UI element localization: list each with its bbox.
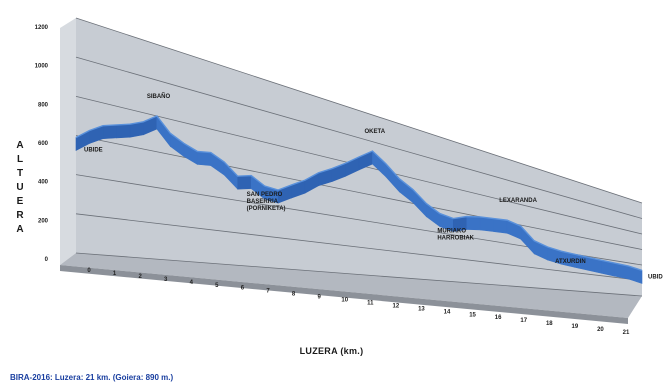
caption: BIRA-2016: Luzera: 21 km. (Goiera: 890 m… xyxy=(10,373,174,382)
x-tick-label: 0 xyxy=(87,268,91,274)
x-tick-label: 3 xyxy=(164,277,168,283)
x-tick-label: 12 xyxy=(393,303,400,309)
x-tick-label: 16 xyxy=(495,315,502,321)
x-tick-label: 9 xyxy=(317,295,321,301)
annotation-label: SAN PEDRO BASERRIA (PORNIKETA) xyxy=(247,192,286,212)
x-tick-label: 19 xyxy=(572,324,579,330)
annotation-label: UBIDE xyxy=(648,274,663,280)
x-tick-label: 5 xyxy=(215,283,219,289)
x-tick-label: 18 xyxy=(546,321,553,327)
y-tick-label: 1200 xyxy=(35,25,49,31)
annotation-label: MURIAKO HARROBIAK xyxy=(437,229,474,242)
x-tick-label: 1 xyxy=(113,271,117,277)
x-tick-label: 2 xyxy=(138,274,142,280)
annotation-label: LEXARANDA xyxy=(499,198,537,204)
ribbon-segment xyxy=(466,216,481,231)
x-tick-label: 7 xyxy=(266,289,270,295)
gridline xyxy=(75,135,643,250)
gridline xyxy=(75,213,643,281)
annotation-label: UBIDE xyxy=(84,147,103,153)
y-tick-label: 600 xyxy=(38,141,49,147)
y-tick-label: 400 xyxy=(38,180,49,186)
x-tick-labels: 0 1 2 3 4 5 6 7 8 9 10 11 12 13 14 15 16 17 18 19 20 21 xyxy=(87,268,630,336)
x-tick-label: 17 xyxy=(520,318,527,324)
elevation-ribbon xyxy=(75,115,643,284)
y-tick-label: 200 xyxy=(38,218,49,224)
gridline xyxy=(75,17,643,204)
annotation-label: ATXURDIN xyxy=(555,259,586,265)
x-tick-label: 6 xyxy=(241,286,245,292)
ribbon-segment xyxy=(479,216,495,232)
x-tick-label: 15 xyxy=(469,312,476,318)
gridline xyxy=(75,56,643,219)
y-tick-label: 800 xyxy=(38,102,49,108)
ribbon-segment xyxy=(116,123,131,139)
ribbon-segment xyxy=(102,124,117,140)
x-tick-label: 10 xyxy=(341,298,348,304)
ribbon-segment xyxy=(237,175,252,190)
y-axis-label-letter: A xyxy=(16,140,24,151)
chart-floor xyxy=(60,253,642,318)
chart-floor-front-edge xyxy=(60,265,628,324)
y-tick-label: 1000 xyxy=(35,64,49,70)
y-axis-label-letter: L xyxy=(16,154,24,165)
y-axis-label-letter: T xyxy=(16,168,24,179)
annotation-label: OKETA xyxy=(364,129,385,135)
gridline xyxy=(75,252,643,297)
ribbon-top-edge xyxy=(75,115,643,272)
x-tick-label: 13 xyxy=(418,306,425,312)
y-axis-label-letter: U xyxy=(16,182,24,193)
chart-left-wall xyxy=(60,18,76,265)
y-axis-label-letter: R xyxy=(16,210,24,221)
y-axis-label-letter: E xyxy=(16,196,24,207)
x-tick-label: 11 xyxy=(367,300,374,306)
annotations: UBIDE SIBAÑO SAN PEDRO BASERRIA (PORNIKETA) O… xyxy=(84,93,663,280)
y-tick-label: 0 xyxy=(45,257,49,263)
x-tick-label: 8 xyxy=(292,292,296,298)
annotation-label: SIBAÑO xyxy=(147,93,171,100)
x-tick-label: 4 xyxy=(190,280,194,286)
x-tick-label: 21 xyxy=(623,330,630,336)
ribbon-segment xyxy=(196,151,212,166)
ribbon-segment xyxy=(493,218,508,234)
x-axis-label: LUZERA (km.) xyxy=(299,346,364,356)
x-tick-label: 20 xyxy=(597,327,604,333)
x-tick-label: 14 xyxy=(444,309,451,315)
y-tick-labels: 0 200 400 600 800 1000 1200 xyxy=(35,25,49,263)
y-axis-label-letter: A xyxy=(16,224,24,235)
